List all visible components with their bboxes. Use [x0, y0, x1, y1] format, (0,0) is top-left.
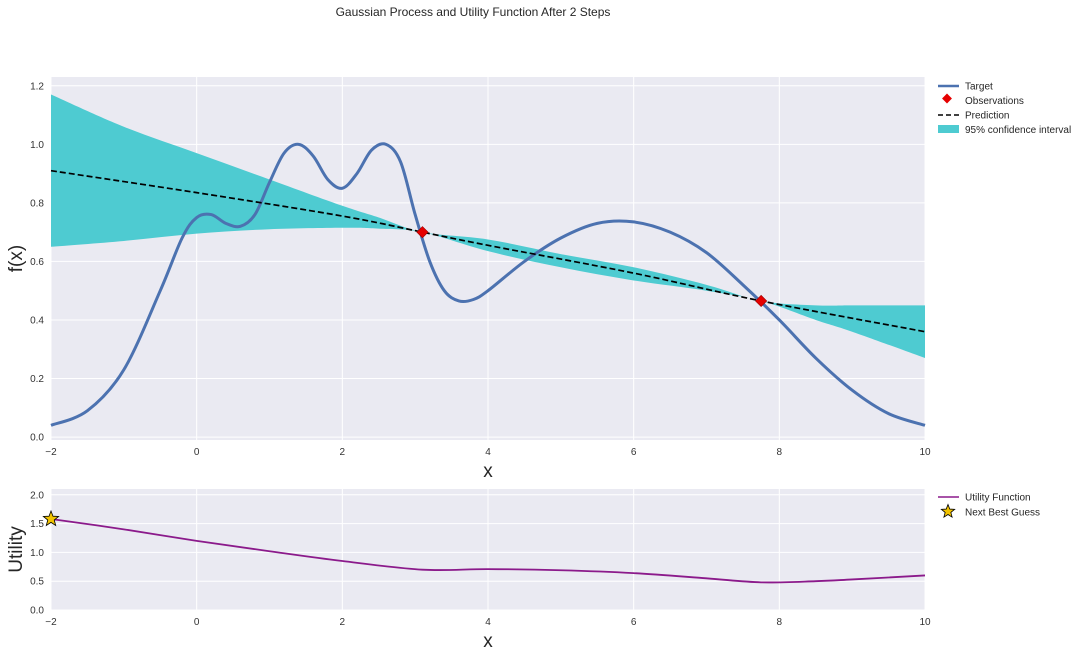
utility-y-tick-labels: 0.0 0.5 1.0 1.5 2.0 — [30, 490, 44, 616]
utility-plot: −2 0 2 4 6 8 10 0.0 0.5 1.0 1.5 2.0 x Utility Util… — [6, 489, 1040, 652]
legend-next-guess-label: Next Best Guess — [965, 508, 1040, 519]
target-line — [50, 142, 926, 427]
y-tick-label: 0.8 — [30, 198, 44, 209]
x-tick-label: 4 — [485, 617, 491, 628]
y-tick-label: 0.0 — [30, 433, 44, 444]
legend-star-swatch — [940, 503, 956, 519]
y-tick-label: 1.5 — [30, 519, 44, 530]
x-tick-label: 6 — [631, 447, 637, 458]
legend-confidence-swatch — [938, 125, 959, 133]
x-tick-label: −2 — [45, 447, 57, 458]
confidence-interval-band — [51, 94, 925, 359]
y-tick-label: 0.6 — [30, 257, 44, 268]
y-tick-label: 0.0 — [30, 606, 44, 617]
gp-plot: −2 0 2 4 6 8 10 0.0 0.2 0.4 0.6 0.8 1.0 1.2 x f(x) T… — [6, 77, 1071, 482]
legend-utility-label: Utility Function — [965, 493, 1031, 504]
utility-line — [50, 518, 926, 584]
legend-observations-label: Observations — [965, 96, 1024, 107]
legend-confidence-label: 95% confidence interval — [965, 125, 1071, 136]
y-tick-label: 1.0 — [30, 548, 44, 559]
y-tick-label: 1.2 — [30, 81, 44, 92]
gp-legend: Target Observations Prediction 95% confi… — [938, 82, 1071, 136]
x-tick-label: 8 — [777, 447, 783, 458]
x-tick-label: 2 — [340, 447, 346, 458]
gp-y-tick-labels: 0.0 0.2 0.4 0.6 0.8 1.0 1.2 — [30, 81, 44, 443]
x-tick-label: 10 — [919, 447, 931, 458]
y-tick-label: 0.5 — [30, 577, 44, 588]
utility-plot-grid — [50, 489, 926, 611]
utility-x-axis-label: x — [483, 631, 493, 652]
y-tick-label: 0.4 — [30, 315, 44, 326]
x-tick-label: 8 — [777, 617, 783, 628]
x-tick-label: 6 — [631, 617, 637, 628]
observations-markers — [416, 226, 768, 308]
legend-observations-swatch — [942, 93, 952, 104]
observation-point — [755, 294, 768, 308]
figure-title: Gaussian Process and Utility Function Af… — [336, 5, 611, 19]
x-tick-label: 4 — [485, 447, 491, 458]
next-best-guess-star — [42, 509, 60, 527]
gp-x-tick-labels: −2 0 2 4 6 8 10 — [45, 447, 931, 458]
x-tick-label: −2 — [45, 617, 57, 628]
x-tick-label: 2 — [340, 617, 346, 628]
y-tick-label: 1.0 — [30, 140, 44, 151]
gp-y-axis-label: f(x) — [6, 245, 27, 272]
y-tick-label: 2.0 — [30, 490, 44, 501]
observation-point — [416, 226, 429, 239]
x-tick-label: 10 — [919, 617, 931, 628]
x-tick-label: 0 — [194, 617, 200, 628]
legend-prediction-label: Prediction — [965, 111, 1009, 122]
utility-x-tick-labels: −2 0 2 4 6 8 10 — [45, 617, 931, 628]
y-tick-label: 0.2 — [30, 374, 44, 385]
x-tick-label: 0 — [194, 447, 200, 458]
gp-x-axis-label: x — [483, 461, 493, 482]
legend-target-label: Target — [965, 82, 993, 93]
utility-legend: Utility Function Next Best Guess — [938, 493, 1040, 519]
utility-y-axis-label: Utility — [6, 526, 27, 573]
